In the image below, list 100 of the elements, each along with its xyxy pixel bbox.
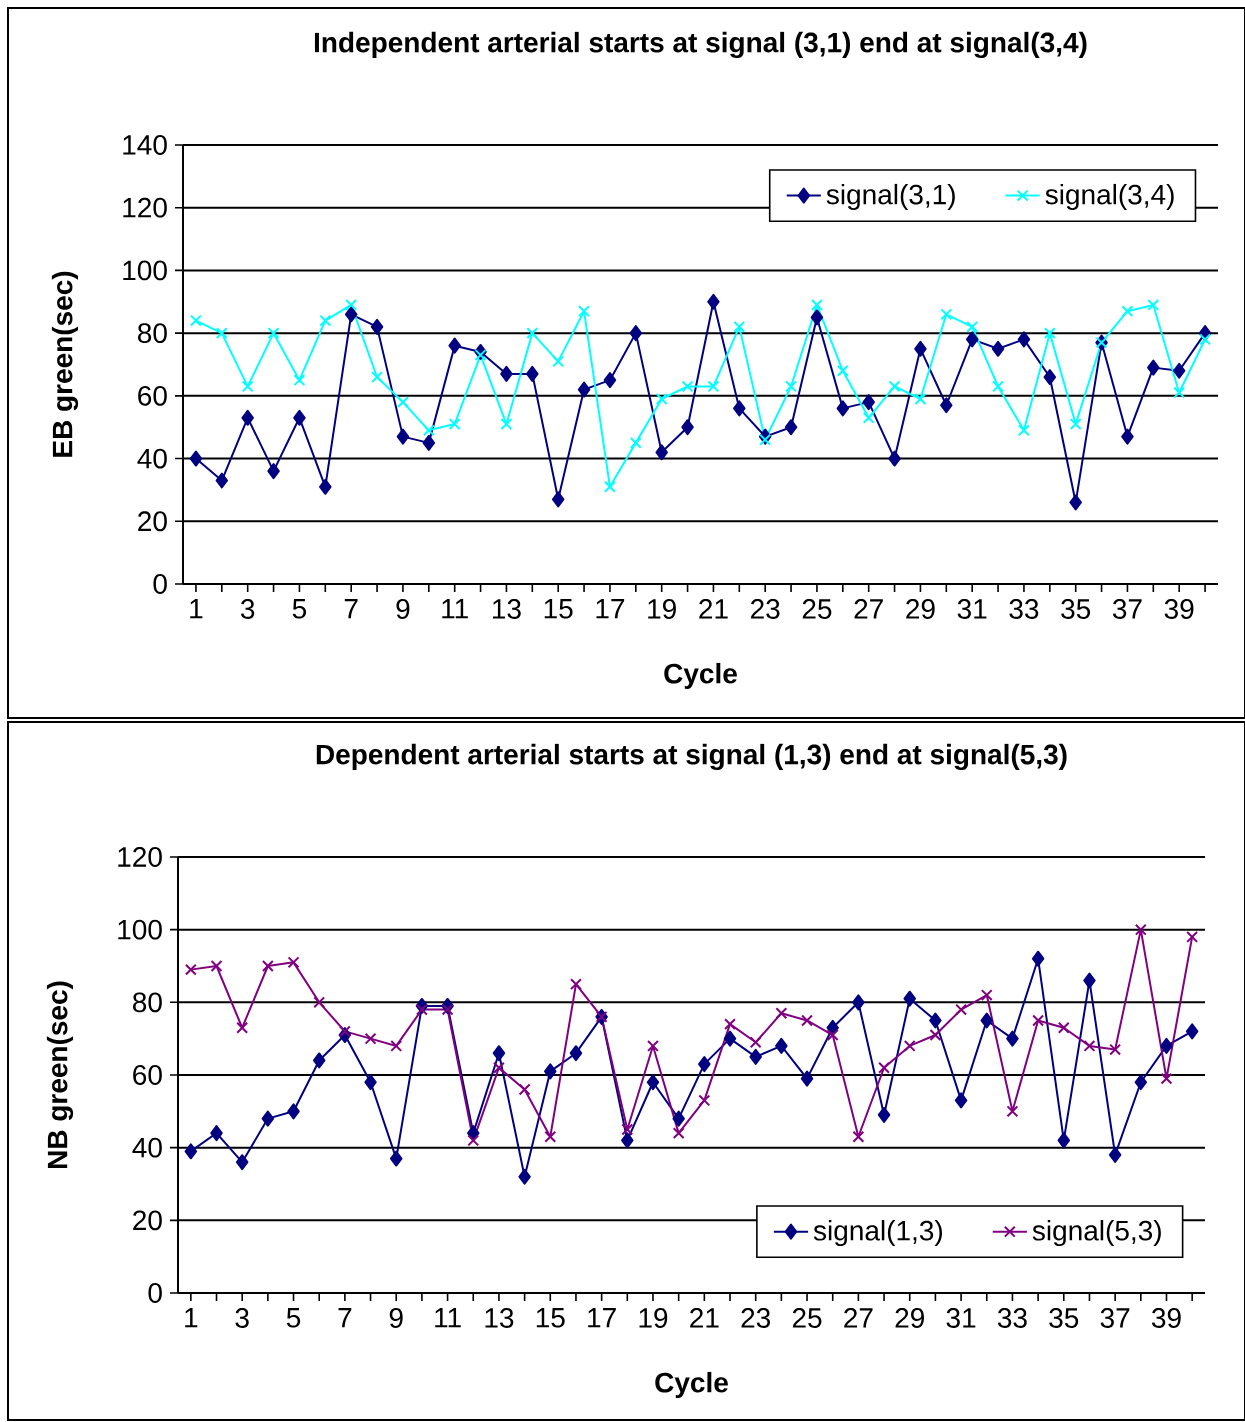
x-tick-label: 23 <box>751 599 780 619</box>
point <box>236 1021 249 1034</box>
point <box>621 1132 634 1149</box>
point <box>992 380 1005 393</box>
y-tick-label: 40 <box>137 448 167 469</box>
x-tick-label: 3 <box>240 599 255 619</box>
point <box>980 989 993 1001</box>
point <box>215 472 229 489</box>
point <box>345 298 358 311</box>
x-tick-label: 19 <box>648 599 676 619</box>
y-tick-label: 140 <box>123 135 167 155</box>
x-tick-label: 5 <box>292 599 307 619</box>
point <box>1147 359 1160 376</box>
point <box>733 400 746 417</box>
point <box>235 1154 249 1171</box>
point <box>655 393 668 405</box>
x-tick-label: 7 <box>344 599 358 619</box>
point <box>293 374 306 387</box>
point <box>500 418 513 431</box>
x-tick-label: 7 <box>338 1308 352 1328</box>
point <box>877 1106 891 1123</box>
point <box>261 960 274 972</box>
point <box>241 409 254 426</box>
point <box>966 320 979 333</box>
point <box>1006 1030 1019 1047</box>
point <box>723 1030 737 1047</box>
point <box>371 371 384 383</box>
x-tick-label: 11 <box>435 1308 461 1328</box>
point <box>312 1052 326 1069</box>
point <box>1185 1023 1199 1040</box>
point <box>578 305 591 318</box>
y-tick-label: 80 <box>133 992 162 1013</box>
x-tick-label: 35 <box>1061 599 1091 619</box>
x-tick-label: 21 <box>699 599 728 619</box>
y-tick-label: 60 <box>138 385 167 406</box>
y-tick-label: 20 <box>138 511 167 532</box>
point <box>526 365 539 382</box>
point <box>1083 1039 1096 1052</box>
y-tick-label: 60 <box>133 1065 162 1085</box>
point <box>415 1003 428 1016</box>
point <box>189 450 203 467</box>
point <box>293 409 306 426</box>
point <box>448 418 461 431</box>
point <box>903 1039 916 1052</box>
x-tick-label: 29 <box>906 599 935 619</box>
point <box>492 1061 505 1074</box>
point <box>698 1094 711 1107</box>
point <box>836 364 849 377</box>
point <box>749 1036 762 1049</box>
y-tick-label: 100 <box>123 260 167 281</box>
point <box>1134 1074 1148 1091</box>
x-tick-label: 25 <box>802 599 832 619</box>
x-tick-label: 9 <box>396 599 410 619</box>
point <box>810 298 823 311</box>
point <box>569 1045 583 1062</box>
point <box>189 314 202 327</box>
point <box>980 1012 994 1029</box>
x-tick-label: 29 <box>895 1308 924 1328</box>
point <box>707 293 720 310</box>
point <box>940 397 953 414</box>
point <box>1069 494 1082 511</box>
point <box>1069 418 1082 431</box>
x-tick-label: 15 <box>544 599 573 619</box>
point <box>733 320 746 333</box>
point <box>681 419 694 436</box>
point <box>1031 950 1045 967</box>
legend-label: signal(3,4) <box>1045 183 1174 211</box>
x-tick-label: 37 <box>1112 599 1142 619</box>
point <box>1057 1132 1071 1149</box>
point <box>389 1150 403 1167</box>
point <box>965 331 979 348</box>
point <box>364 1074 377 1091</box>
point <box>396 396 409 409</box>
x-tick-label: 31 <box>957 599 987 619</box>
point <box>800 1070 814 1087</box>
point <box>603 480 616 493</box>
point <box>647 1039 659 1052</box>
point <box>338 1025 351 1038</box>
point <box>991 340 1005 357</box>
point <box>518 1168 531 1185</box>
point <box>629 325 643 342</box>
x-tick-label: 33 <box>1009 599 1039 619</box>
point <box>1172 362 1186 379</box>
point <box>801 1014 813 1027</box>
y-tick-label: 80 <box>138 323 167 344</box>
point <box>1108 1146 1122 1163</box>
point <box>313 996 326 1009</box>
point <box>1017 424 1030 437</box>
x-tick-label: 21 <box>690 1308 719 1328</box>
point <box>267 327 280 340</box>
point <box>903 990 916 1007</box>
legend-label: signal(1,3) <box>813 1220 942 1247</box>
y-axis-title: NB green(sec) <box>46 981 74 1169</box>
point <box>852 994 865 1011</box>
point <box>646 1074 660 1091</box>
x-tick-label: 17 <box>588 1308 616 1328</box>
point <box>888 450 901 467</box>
x-tick-label: 13 <box>493 599 521 619</box>
x-tick-label: 25 <box>792 1308 822 1328</box>
y-tick-label: 120 <box>123 197 167 218</box>
